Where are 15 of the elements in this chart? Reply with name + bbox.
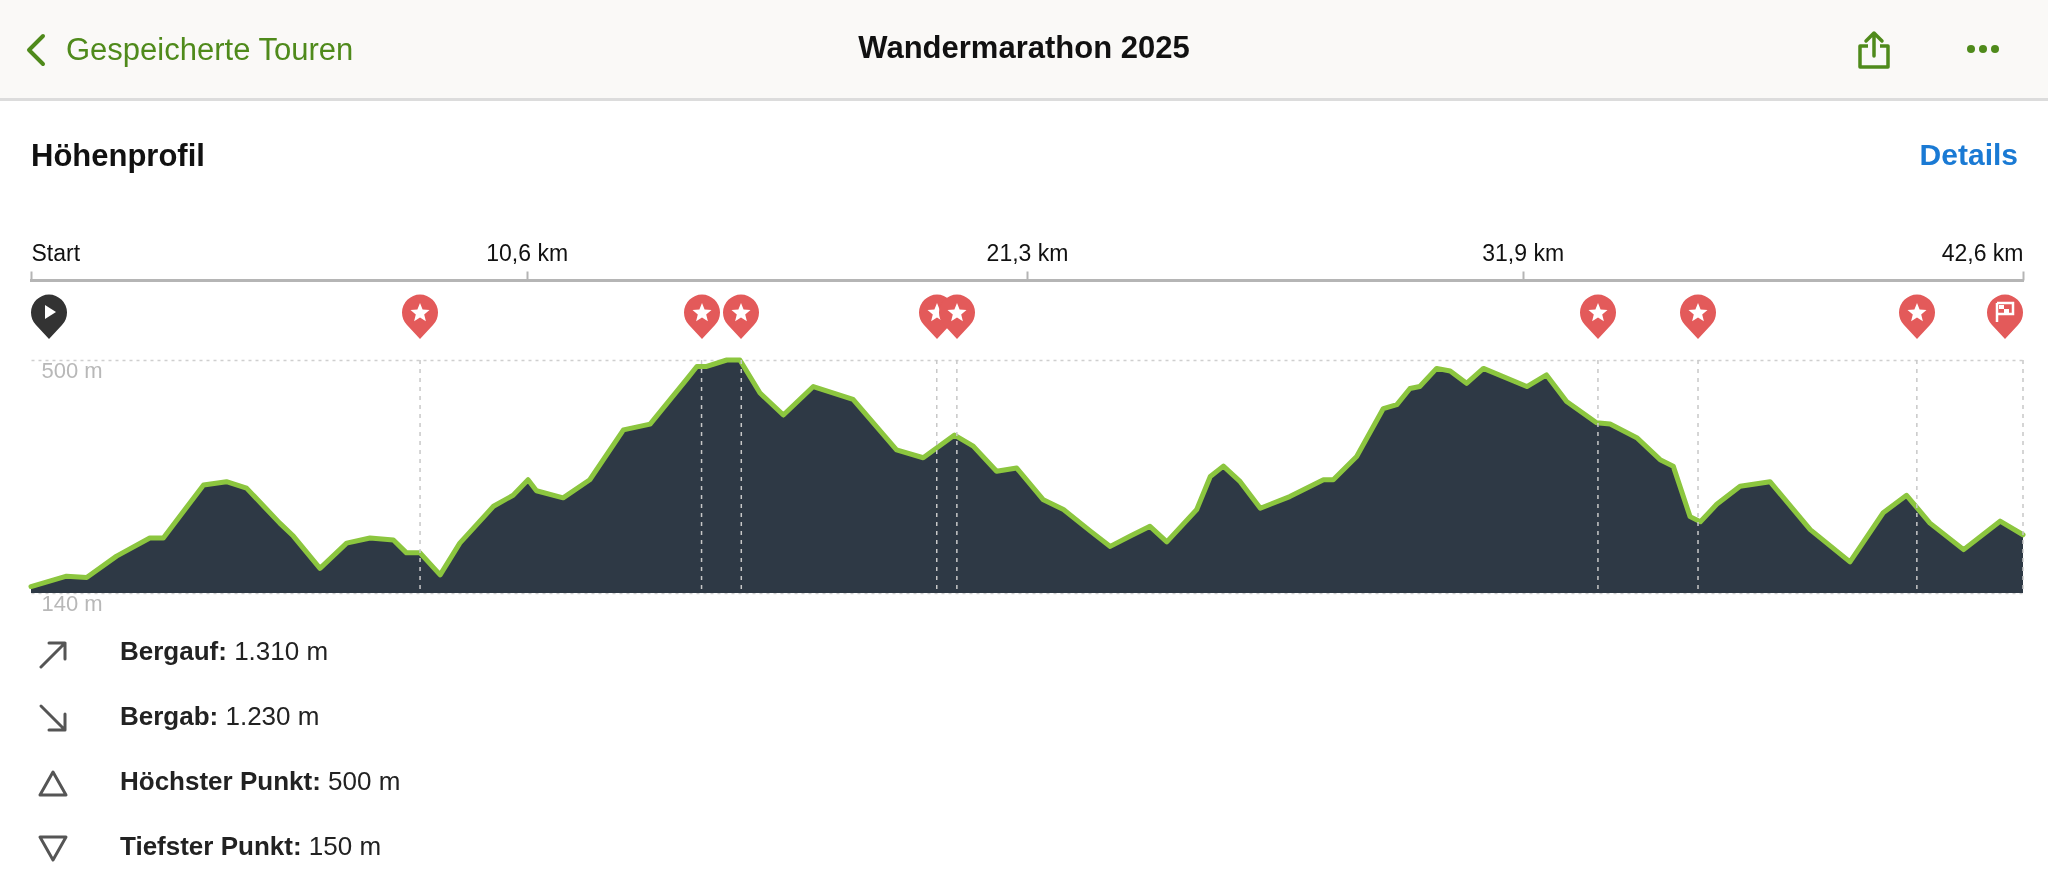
text: Bergab: 1.230 m: [120, 701, 320, 732]
chart-title: Wandermarathon 2025: [858, 30, 1190, 65]
x-tick-label: Start: [31, 239, 81, 266]
text: Gespeicherte Touren: [66, 32, 354, 68]
text: Bergauf: 1.310 m: [120, 636, 329, 667]
text: Höchster Punkt: 500 m: [120, 766, 401, 797]
text: Tiefster Punkt: 150 m: [120, 831, 382, 862]
chart-subtitle: Höhenprofil: [31, 138, 205, 174]
x-tick-label: 42,6 km: [1941, 239, 2024, 266]
x-tick-label: 10,6 km: [486, 239, 569, 266]
text: Details: [1919, 138, 2018, 172]
y-tick-label: 140 m: [41, 590, 103, 616]
x-tick-label: 21,3 km: [986, 239, 1069, 266]
x-tick-label: 31,9 km: [1482, 239, 1565, 266]
y-tick-label: 500 m: [41, 357, 103, 383]
